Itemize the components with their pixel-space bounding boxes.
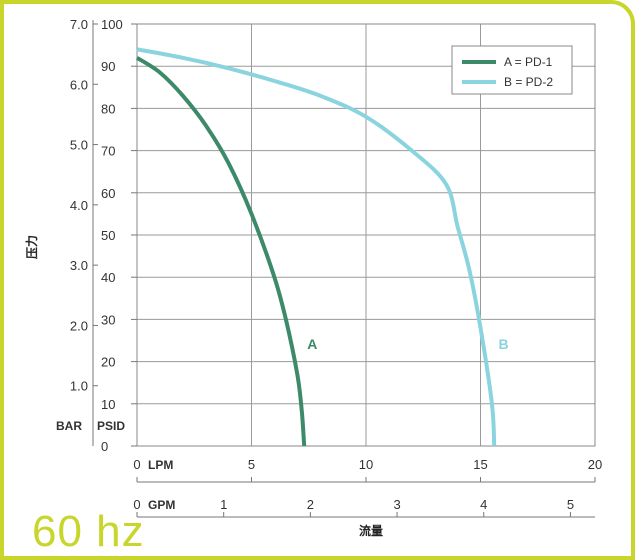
bar-tick-label: 2.0	[70, 318, 88, 333]
lpm-tick-label: 0	[133, 457, 140, 472]
psid-tick-label: 50	[101, 228, 115, 243]
series-line-a	[135, 56, 307, 447]
legend: A = PD-1 B = PD-2	[451, 45, 573, 95]
bar-tick-label: 4.0	[70, 198, 88, 213]
lpm-unit-label: LPM	[148, 458, 173, 472]
gpm-tick-label: 1	[220, 497, 227, 512]
bar-tick-label: 7.0	[70, 17, 88, 32]
psid-tick-label: 10	[101, 397, 115, 412]
legend-label-b: B = PD-2	[504, 75, 553, 89]
axes	[92, 20, 596, 518]
bar-tick-label: 5.0	[70, 138, 88, 153]
gpm-tick-label: 0	[133, 497, 140, 512]
psid-tick-label: 40	[101, 270, 115, 285]
psid-tick-label: 30	[101, 312, 115, 327]
lpm-tick-label: 10	[359, 457, 373, 472]
psid-tick-label: 70	[101, 144, 115, 159]
bar-unit-label: BAR	[56, 419, 82, 433]
tick-labels: 1.02.03.04.05.06.07.0BAR0102030405060708…	[56, 17, 602, 512]
psid-tick-label: 0	[101, 439, 108, 454]
gpm-tick-label: 4	[480, 497, 487, 512]
frequency-label: 60 hz	[32, 507, 145, 556]
curve-label-a: A	[307, 336, 317, 352]
lpm-tick-label: 20	[588, 457, 602, 472]
bar-tick-label: 3.0	[70, 258, 88, 273]
curve-label-b: B	[499, 336, 509, 352]
psid-unit-label: PSID	[97, 419, 125, 433]
gpm-tick-label: 5	[567, 497, 574, 512]
legend-box	[451, 45, 573, 95]
lpm-tick-label: 5	[248, 457, 255, 472]
psid-tick-label: 20	[101, 355, 115, 370]
psid-tick-label: 80	[101, 101, 115, 116]
psid-tick-label: 60	[101, 186, 115, 201]
gpm-tick-label: 2	[307, 497, 314, 512]
series-line-b	[136, 47, 497, 447]
bar-tick-label: 6.0	[70, 77, 88, 92]
x-axis-title: 流量	[359, 523, 383, 538]
gpm-unit-label: GPM	[148, 498, 175, 512]
y-axis-title: 压力	[24, 235, 39, 259]
lpm-tick-label: 15	[473, 457, 487, 472]
psid-tick-label: 100	[101, 17, 123, 32]
bar-tick-label: 1.0	[70, 379, 88, 394]
psid-tick-label: 90	[101, 59, 115, 74]
gpm-tick-label: 3	[393, 497, 400, 512]
legend-label-a: A = PD-1	[504, 55, 553, 69]
